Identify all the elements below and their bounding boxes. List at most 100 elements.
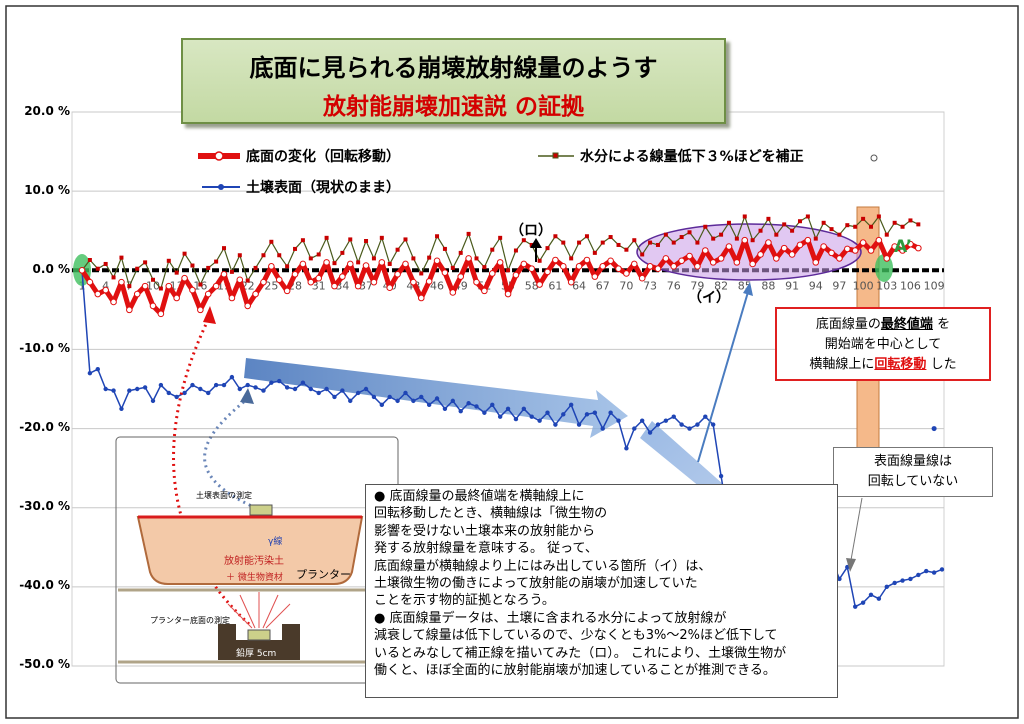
y-tick-label: -30.0 %	[19, 499, 70, 513]
data-point	[127, 284, 132, 289]
data-point	[749, 260, 756, 268]
data-point	[506, 268, 511, 273]
data-point	[394, 270, 401, 278]
data-point	[907, 240, 914, 248]
data-point	[165, 282, 173, 290]
data-point	[875, 236, 883, 244]
page-subtitle: 放射能崩壊加速説 の証拠	[322, 94, 584, 120]
data-point	[750, 238, 755, 243]
explanation-line: 底面線量が横軸線より上にはみ出している箇所（イ）は、	[374, 558, 712, 574]
data-point	[883, 255, 891, 262]
data-point	[316, 252, 321, 257]
callout-text: を	[932, 317, 951, 332]
data-point	[545, 246, 550, 251]
data-point	[655, 422, 661, 427]
data-point	[482, 265, 487, 270]
data-point	[663, 232, 668, 237]
data-point	[520, 260, 528, 268]
y-tick-label: 20.0 %	[24, 104, 70, 118]
x-tick-label: 64	[572, 279, 586, 292]
data-point	[482, 410, 487, 415]
data-point	[703, 224, 708, 229]
data-point	[427, 255, 432, 260]
data-point	[719, 232, 724, 237]
data-point	[371, 394, 377, 400]
data-point	[268, 263, 275, 270]
legend-marker-soil-dot	[218, 184, 224, 190]
data-point	[592, 250, 597, 255]
data-point	[150, 398, 156, 404]
x-tick-label: 67	[596, 279, 610, 292]
diagram-gamma-label: γ線	[268, 535, 282, 547]
data-point	[458, 250, 463, 255]
data-point	[442, 246, 447, 251]
callout-emphasis: 最終値端	[880, 317, 933, 332]
data-point	[654, 265, 662, 273]
x-tick-label: 61	[548, 279, 562, 292]
data-point	[466, 231, 471, 236]
data-point	[788, 251, 796, 258]
data-point	[174, 394, 179, 400]
data-point	[615, 265, 622, 273]
data-point	[805, 214, 810, 219]
data-point	[790, 228, 795, 233]
bottom-sensor	[247, 629, 271, 641]
data-point	[142, 385, 148, 390]
gamma-ray-1	[239, 594, 256, 629]
data-point	[339, 273, 346, 280]
data-point	[166, 390, 171, 396]
data-point	[892, 220, 897, 225]
data-point	[182, 390, 187, 396]
surface-sensor	[249, 504, 273, 516]
gamma-ray-5	[265, 603, 291, 629]
data-point	[828, 249, 835, 257]
label-a-prime: A’	[894, 237, 912, 257]
data-point	[370, 278, 378, 286]
data-point	[118, 278, 125, 286]
data-point	[300, 238, 305, 243]
data-point	[261, 253, 266, 258]
data-point	[774, 232, 779, 237]
blue-dotted-arrow-head	[240, 388, 254, 404]
data-point	[552, 256, 559, 264]
data-point	[220, 270, 228, 278]
data-point	[198, 282, 203, 287]
data-point	[308, 386, 314, 392]
data-point	[395, 398, 400, 404]
data-point	[845, 223, 850, 228]
data-point	[212, 282, 220, 290]
data-point	[285, 264, 290, 269]
data-point	[725, 243, 733, 250]
data-point	[300, 380, 306, 385]
data-point	[860, 600, 866, 605]
ro-arrow-head	[530, 238, 542, 248]
data-point	[473, 278, 480, 286]
data-point	[87, 370, 93, 376]
data-point	[765, 239, 772, 246]
data-point	[726, 220, 731, 225]
data-point	[237, 253, 242, 258]
data-point	[307, 278, 315, 286]
data-point	[135, 386, 140, 392]
gamma-ray-3	[262, 594, 279, 629]
data-point	[624, 446, 629, 451]
data-point	[797, 219, 802, 224]
data-point	[299, 260, 307, 268]
data-point	[796, 241, 804, 249]
data-point	[608, 410, 613, 415]
x-tick-label: 46	[430, 279, 444, 292]
data-point	[512, 271, 520, 279]
data-point	[710, 422, 716, 427]
data-point	[103, 386, 108, 392]
data-point	[884, 584, 889, 590]
data-point	[481, 287, 488, 295]
data-point	[204, 290, 212, 298]
data-point	[812, 259, 820, 266]
callout-surface-line: 表面線量線は 回転していない	[833, 447, 993, 497]
data-point	[395, 247, 400, 252]
data-point	[780, 244, 788, 252]
data-point	[639, 418, 645, 423]
data-point	[773, 255, 780, 262]
x-tick-label: 100	[853, 279, 874, 292]
data-point	[379, 235, 384, 240]
